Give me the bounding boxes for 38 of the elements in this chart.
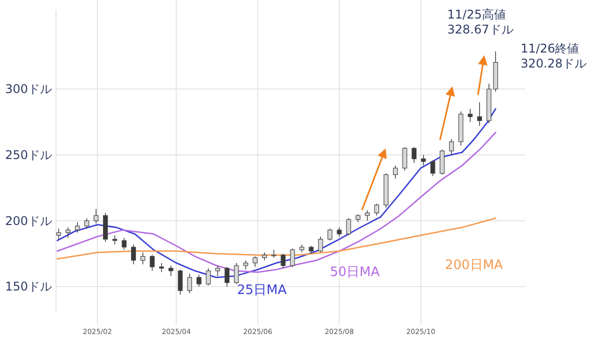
candlestick <box>430 160 436 176</box>
candlestick <box>280 253 286 269</box>
candlestick <box>196 274 202 288</box>
annotation: 11/25高値 328.67ドル <box>447 7 514 36</box>
y-tick-label: 150ドル <box>5 280 52 294</box>
candlestick <box>290 248 295 268</box>
y-tick-label: 250ドル <box>5 148 52 162</box>
candlestick <box>336 226 342 237</box>
y-tick-label: 300ドル <box>5 82 52 96</box>
candlestick <box>131 244 136 265</box>
candlestick <box>421 154 426 166</box>
candlestick <box>392 165 398 180</box>
candlestick <box>168 265 174 277</box>
candlestick <box>215 265 220 277</box>
candlestick <box>477 102 482 126</box>
series-label: 50日MA <box>330 265 380 280</box>
y-tick-label: 200ドル <box>5 214 52 228</box>
candlestick <box>159 262 164 273</box>
candlestick <box>66 226 70 238</box>
candlestick <box>140 252 146 265</box>
candlestick <box>112 234 118 245</box>
candlestick <box>178 269 183 295</box>
candlestick <box>103 212 108 242</box>
text: 200日MA <box>445 258 504 273</box>
candlestick <box>318 236 323 253</box>
series-label: 25日MA <box>237 283 287 298</box>
line-series <box>56 217 496 260</box>
candlestick <box>468 108 473 122</box>
candlestick <box>449 138 454 156</box>
candlestick <box>374 203 380 216</box>
candlestick <box>150 254 155 272</box>
candlestick <box>328 228 332 241</box>
candlestick <box>234 262 239 284</box>
candlestick <box>243 260 248 270</box>
candlestick <box>224 266 230 288</box>
candlestick <box>412 146 416 164</box>
annotation: 11/26終値 320.28ドル <box>520 41 587 70</box>
candlestick <box>122 238 127 250</box>
